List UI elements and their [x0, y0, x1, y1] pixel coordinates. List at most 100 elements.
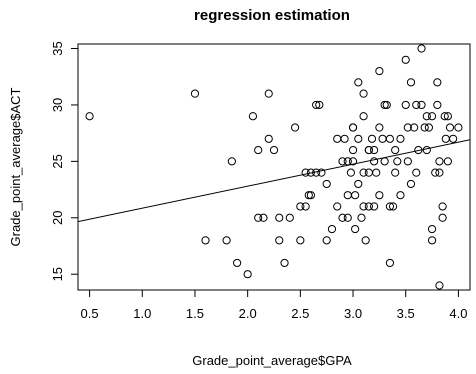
data-point	[438, 202, 447, 211]
data-point	[254, 145, 263, 155]
data-point	[424, 123, 434, 132]
x-tick-label: 2.0	[239, 306, 257, 321]
y-tick-label: 15	[50, 267, 65, 281]
data-point	[370, 145, 379, 155]
data-point	[433, 78, 442, 87]
data-point	[445, 123, 455, 132]
data-point	[275, 236, 284, 245]
data-point	[359, 202, 368, 211]
data-point	[420, 123, 429, 132]
data-point	[264, 134, 273, 143]
data-point	[410, 123, 419, 132]
data-point	[396, 191, 405, 200]
data-point	[222, 236, 231, 245]
x-axis: 0.5 1.0 1.5 2.0 2.5 3.0 3.5 4.0	[81, 289, 467, 321]
x-tick-label: 1.0	[133, 306, 151, 321]
y-tick-label: 30	[50, 98, 65, 112]
data-point	[317, 168, 326, 177]
data-point	[427, 112, 437, 121]
data-point	[438, 213, 447, 222]
plot-area	[78, 44, 470, 290]
data-point	[327, 224, 337, 234]
data-point	[301, 168, 310, 177]
data-point	[296, 236, 305, 245]
data-point	[296, 202, 305, 211]
x-axis-label: Grade_point_average$GPA	[192, 353, 352, 368]
chart-title: regression estimation	[194, 7, 350, 24]
data-point	[233, 258, 242, 268]
data-point	[375, 123, 384, 132]
data-point	[343, 213, 352, 222]
data-point	[264, 89, 273, 98]
y-axis: 15 20 25 30 35	[50, 41, 79, 281]
y-tick-label: 20	[50, 211, 65, 225]
data-point	[403, 157, 412, 166]
x-tick-label: 4.0	[449, 306, 467, 321]
data-point	[401, 100, 410, 110]
data-point	[367, 134, 377, 143]
data-point	[422, 112, 431, 121]
data-point	[269, 145, 279, 155]
data-point	[312, 100, 321, 110]
data-point	[361, 236, 370, 245]
data-point	[403, 123, 412, 132]
data-point	[417, 100, 426, 110]
data-point	[201, 236, 210, 245]
data-point	[385, 202, 395, 211]
x-tick-label: 3.0	[344, 306, 362, 321]
data-point	[346, 168, 356, 177]
data-point	[190, 89, 200, 98]
data-point	[443, 157, 452, 166]
data-point	[340, 134, 349, 143]
x-tick-label: 0.5	[81, 306, 99, 321]
regression-line	[78, 139, 470, 223]
data-point	[391, 145, 400, 155]
data-point	[348, 157, 358, 166]
data-point	[348, 145, 358, 155]
y-axis-label: Grade_point_average$ACT	[8, 87, 23, 246]
data-point	[375, 191, 384, 200]
data-point	[243, 270, 252, 279]
data-point	[412, 168, 421, 177]
data-point	[370, 157, 379, 166]
data-point	[393, 157, 402, 166]
data-point	[85, 112, 94, 121]
data-point	[414, 145, 423, 155]
data-point	[275, 213, 284, 222]
data-point	[338, 157, 347, 166]
y-tick-label: 35	[50, 41, 65, 55]
data-point	[285, 213, 294, 222]
data-point	[388, 202, 398, 211]
data-point	[431, 168, 440, 177]
data-point	[306, 191, 315, 200]
data-point	[443, 112, 452, 121]
data-point	[306, 168, 315, 177]
data-point	[435, 281, 444, 290]
data-point	[343, 191, 352, 200]
data-point	[259, 213, 268, 222]
data-point	[422, 145, 431, 155]
data-point	[412, 100, 421, 110]
data-point	[359, 168, 368, 177]
data-point	[357, 213, 366, 222]
data-point	[380, 157, 389, 166]
data-point	[364, 145, 373, 155]
data-point	[364, 168, 373, 177]
data-point	[280, 258, 289, 268]
plot-frame	[77, 43, 471, 291]
data-point	[417, 44, 426, 53]
data-point	[406, 78, 416, 87]
data-point	[380, 100, 389, 110]
data-point	[370, 202, 379, 211]
data-point	[359, 112, 368, 121]
data-point	[435, 168, 444, 177]
data-point	[322, 179, 331, 189]
data-point	[301, 202, 310, 211]
data-point	[391, 168, 400, 177]
data-point	[348, 123, 358, 132]
data-point	[322, 236, 331, 245]
data-point	[375, 66, 384, 76]
marks-layer	[78, 44, 470, 290]
data-point	[449, 134, 458, 143]
